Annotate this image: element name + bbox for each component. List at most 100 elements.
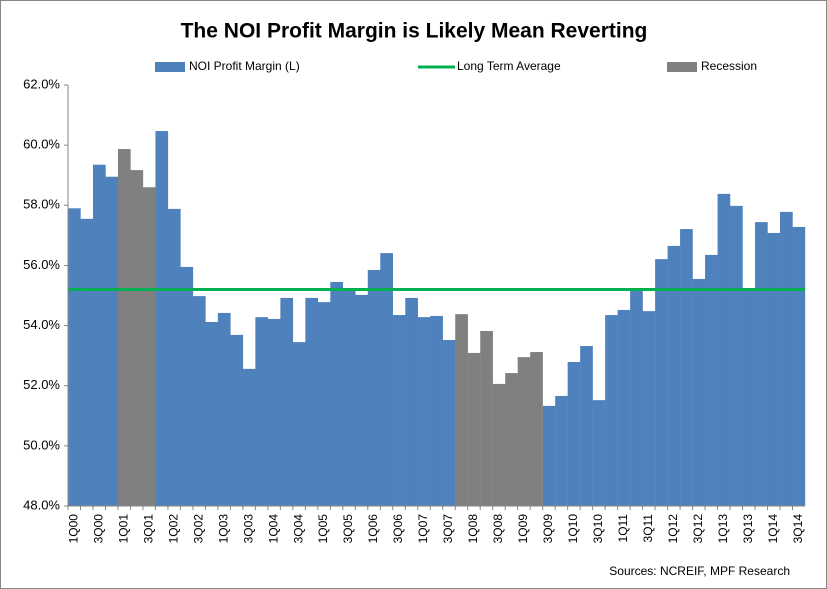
x-tick-label: 3Q01 (141, 514, 155, 544)
bar (305, 297, 319, 506)
bar (342, 290, 356, 506)
bar (705, 254, 718, 506)
legend-swatch (155, 62, 185, 72)
bar (380, 253, 393, 506)
legend-label: Long Term Average (457, 59, 561, 73)
bar (680, 229, 693, 506)
bar (555, 395, 568, 506)
bar (255, 317, 269, 506)
chart-title: The NOI Profit Margin is Likely Mean Rev… (181, 20, 648, 43)
legend-label: NOI Profit Margin (L) (189, 59, 300, 73)
bar (467, 352, 481, 506)
x-tick-label: 1Q14 (766, 514, 780, 544)
x-tick-label: 1Q01 (116, 514, 130, 544)
bar (292, 342, 306, 506)
y-tick-label: 60.0% (23, 137, 60, 152)
bar (655, 259, 668, 506)
bar (267, 318, 281, 506)
x-tick-label: 3Q04 (291, 514, 305, 544)
bar (80, 218, 94, 506)
legend-swatch (667, 62, 697, 72)
x-tick-label: 1Q06 (366, 514, 380, 544)
y-tick-label: 58.0% (23, 197, 60, 212)
x-tick-label: 1Q02 (166, 514, 180, 544)
bar (355, 294, 368, 506)
bar (542, 405, 556, 506)
bar (155, 131, 169, 507)
bar (630, 290, 643, 506)
x-tick-label: 3Q11 (641, 514, 655, 543)
bar (117, 149, 131, 507)
x-tick-label: 3Q10 (591, 514, 605, 544)
y-tick-label: 54.0% (23, 317, 60, 332)
x-tick-label: 3Q09 (541, 514, 555, 544)
bar (780, 211, 793, 506)
x-tick-label: 1Q11 (616, 514, 630, 543)
legend-label: Recession (701, 59, 757, 73)
x-tick-label: 3Q06 (391, 514, 405, 544)
bar (492, 383, 506, 506)
bar (142, 187, 156, 506)
x-tick-label: 1Q13 (716, 514, 730, 544)
bar (130, 170, 144, 506)
y-tick-label: 50.0% (23, 437, 60, 452)
y-tick-label: 62.0% (23, 76, 60, 91)
bar (417, 317, 431, 506)
bar (167, 208, 181, 506)
x-tick-label: 1Q08 (466, 514, 480, 544)
x-tick-label: 1Q04 (266, 514, 280, 544)
bar (717, 193, 731, 506)
x-tick-label: 3Q00 (91, 514, 105, 544)
bar (505, 373, 518, 506)
bar (192, 296, 206, 506)
x-tick-label: 1Q10 (566, 514, 580, 544)
bar (605, 315, 618, 506)
x-tick-label: 3Q05 (341, 514, 355, 544)
x-tick-label: 1Q00 (66, 514, 80, 544)
x-tick-label: 1Q09 (516, 514, 530, 544)
bar (242, 368, 256, 506)
bar (730, 205, 743, 506)
x-tick-label: 1Q03 (216, 514, 230, 544)
bar (442, 340, 456, 506)
bar (580, 346, 593, 506)
bar (392, 315, 406, 506)
y-tick-label: 48.0% (23, 497, 60, 512)
bar (455, 314, 468, 506)
bar (517, 357, 531, 506)
bar (692, 278, 706, 506)
bar (792, 226, 806, 507)
bar (92, 164, 106, 507)
source-note: Sources: NCREIF, MPF Research (609, 564, 790, 578)
bar (105, 176, 119, 507)
bar (742, 290, 756, 506)
x-tick-label: 3Q12 (691, 514, 705, 544)
bar (642, 311, 656, 506)
bar (530, 352, 543, 506)
bar (767, 232, 781, 507)
bar (330, 281, 344, 506)
bar (405, 297, 418, 506)
x-tick-label: 3Q08 (491, 514, 505, 544)
x-tick-label: 3Q14 (791, 514, 805, 544)
x-tick-label: 1Q07 (416, 514, 430, 544)
bar (480, 330, 493, 506)
x-tick-label: 3Q13 (741, 514, 755, 544)
bar (755, 222, 768, 506)
bar (230, 334, 244, 506)
y-tick-label: 52.0% (23, 377, 60, 392)
bar (68, 208, 81, 507)
x-tick-label: 1Q12 (666, 514, 680, 544)
bar (567, 361, 581, 506)
bar (617, 309, 631, 506)
x-tick-label: 1Q05 (316, 514, 330, 544)
x-tick-label: 3Q02 (191, 514, 205, 544)
y-tick-label: 56.0% (23, 257, 60, 272)
x-tick-label: 3Q03 (241, 514, 255, 544)
bar (205, 321, 219, 506)
bar (180, 266, 194, 506)
bar (430, 315, 443, 506)
bar (667, 245, 681, 506)
bar (592, 400, 606, 506)
